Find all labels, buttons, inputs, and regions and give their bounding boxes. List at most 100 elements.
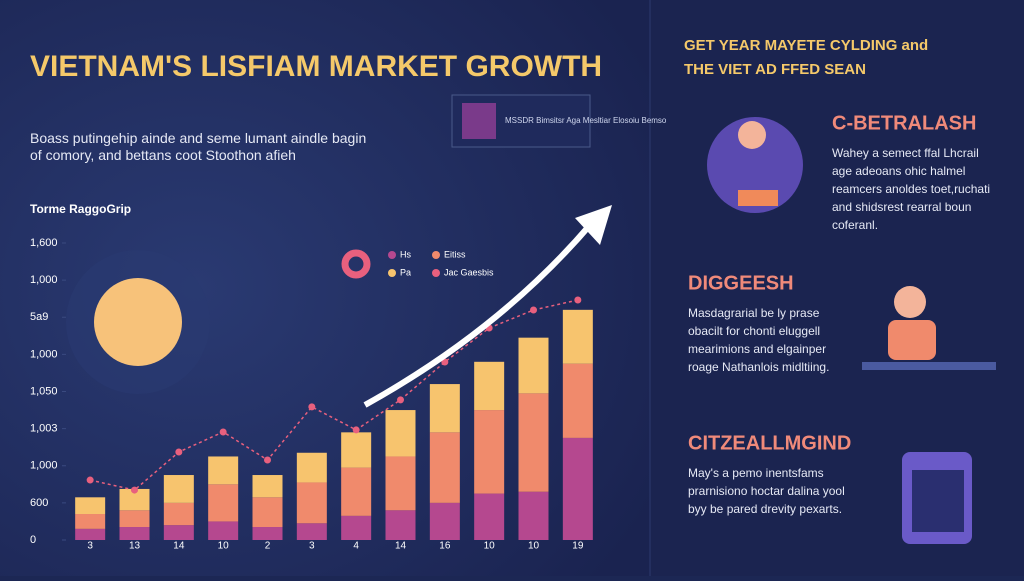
icon (912, 470, 964, 532)
bar-segment (562, 363, 593, 438)
legend-label: Jac Gaesbis (444, 267, 494, 277)
panel-heading: THE VIET AD FFED SEAN (684, 61, 866, 78)
x-tick-label: 10 (528, 541, 540, 552)
x-tick-label: 10 (218, 541, 230, 552)
line-point (264, 456, 271, 464)
y-tick-label: 1,600 (30, 237, 58, 249)
bar-segment (474, 410, 505, 494)
bar-segment (518, 491, 549, 540)
section-text: age adeoans ohic halmel (832, 164, 965, 178)
icon (894, 286, 926, 318)
x-tick-label: 19 (572, 541, 584, 552)
section-text: Wahey a semect ffal Lhcrail (832, 146, 979, 160)
section-title: C-BETRALASH (832, 112, 976, 134)
bar-segment (208, 484, 239, 522)
section-text: May's a pemo inentsfams (688, 466, 824, 480)
legend-swatch (432, 251, 440, 259)
section-text: obacilt for chonti eluggell (688, 324, 820, 338)
y-tick-label: 1,003 (30, 423, 58, 435)
line-point (175, 448, 183, 456)
bar-segment (208, 521, 239, 540)
legend-swatch (432, 269, 440, 277)
line-point (219, 428, 227, 436)
sun (66, 250, 210, 394)
x-tick-label: 3 (87, 541, 93, 552)
legend-label: Pa (400, 267, 411, 277)
line-point (574, 296, 582, 304)
section-text: Masdagrarial be ly prase (688, 306, 820, 320)
x-tick-label: 16 (439, 541, 451, 552)
bar-segment (518, 337, 549, 394)
bar-segment (429, 502, 460, 540)
chart: 0 600 1,000 1,003 1,050 1,000 5a9 1,000 1,600 3 13… (30, 237, 593, 552)
bar-segment (252, 497, 283, 528)
x-tick-label: 14 (173, 541, 185, 552)
line-point (441, 358, 449, 366)
y-tick-label: 600 (30, 497, 48, 509)
subtitle-box: Boass putingehip ainde and seme lumant a… (30, 130, 367, 163)
bar-segment (252, 527, 283, 540)
icon (888, 320, 936, 360)
y-tick-label: 1,000 (30, 274, 58, 286)
section-text: mearimions and elgainper (688, 342, 826, 356)
bar-segment (163, 475, 194, 503)
bar-segment (75, 514, 106, 529)
section-title: DIGGEESH (688, 272, 794, 294)
bar-segment (296, 452, 327, 483)
section-text: coferanl. (832, 218, 878, 232)
y-tick-label: 1,000 (30, 460, 58, 472)
x-tick-label: 14 (395, 541, 407, 552)
arrow-head (575, 205, 612, 245)
x-tick-label: 4 (353, 541, 359, 552)
bar-segment (119, 527, 150, 540)
line-point (352, 426, 360, 434)
bar-segment (518, 393, 549, 492)
line-point (131, 486, 138, 494)
section-text: and shidsrest rearral boun (832, 200, 971, 214)
section-text: byy be pared drevity pexarts. (688, 502, 842, 516)
bar-segment (119, 488, 150, 511)
bar-segment (474, 493, 505, 540)
bar-segment (341, 515, 372, 540)
bar-segment (296, 523, 327, 540)
icon (738, 121, 766, 149)
bar-segment (75, 497, 106, 515)
icon (862, 362, 996, 370)
icon (738, 190, 778, 206)
section-text: roage Nathanlois midltiing. (688, 360, 829, 374)
legend-label: Hs (400, 249, 411, 259)
bar-segment (474, 361, 505, 411)
x-tick-label: 10 (484, 541, 496, 552)
section-text: prarnisiono hoctar dalina yool (688, 484, 845, 498)
legend-label: Eitiss (444, 249, 466, 259)
trend-arrow (363, 223, 593, 408)
legend-swatch (388, 251, 396, 259)
y-tick-label: 5a9 (30, 311, 48, 323)
line-point (530, 306, 537, 314)
bar-segment (385, 456, 416, 511)
bar-segment (163, 502, 194, 526)
bar-segment (562, 309, 593, 364)
panel-heading: GET YEAR MAYETE CYLDING and (684, 37, 928, 54)
x-tick-label: 3 (309, 541, 315, 552)
line-point (86, 476, 94, 484)
bar-segment (75, 528, 106, 540)
legend-swatch (388, 269, 396, 277)
bar-segment (119, 510, 150, 528)
chart-title: Torme RaggoGrip (30, 202, 131, 216)
line-point (397, 396, 404, 404)
y-tick-label: 1,050 (30, 385, 58, 397)
bar-segment (252, 475, 283, 498)
subtitle: Boass putingehip ainde and seme lumant a… (30, 130, 367, 163)
line-point (308, 403, 316, 411)
bar-segment (208, 456, 239, 485)
bar-segment (385, 410, 416, 457)
bar-segment (163, 525, 194, 540)
panel: GET YEAR MAYETE CYLDING and THE VIET AD F… (684, 37, 996, 544)
bar-segment (429, 432, 460, 503)
bar-segment (562, 437, 593, 540)
title: VIETNAM'S LISFIAM MARKET GROWTH (30, 50, 602, 83)
y-tick-label: 1,000 (30, 348, 58, 360)
bar-segment (341, 432, 372, 468)
